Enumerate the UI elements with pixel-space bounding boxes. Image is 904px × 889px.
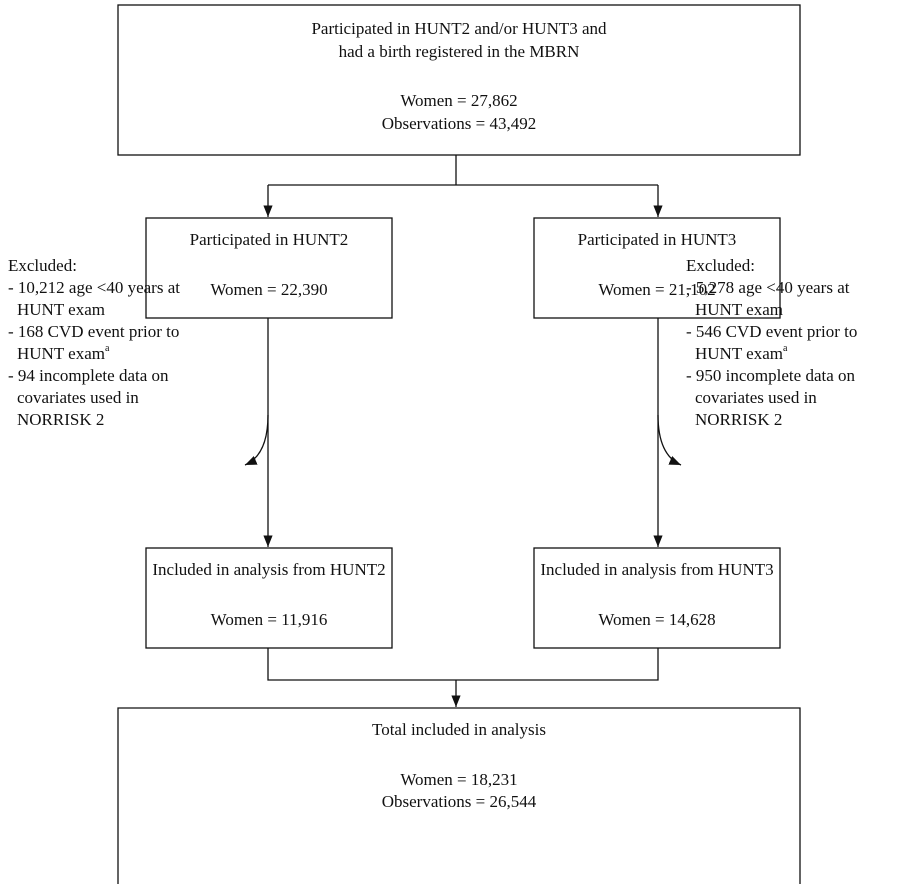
footnote-mark: a <box>105 343 110 354</box>
node-text: Participated in HUNT2 <box>190 230 349 249</box>
node-text: Included in analysis from HUNT2 <box>152 560 385 579</box>
node-text: Women = 18,231 <box>400 770 517 789</box>
exclusion-text: - 950 incomplete data on <box>686 366 856 385</box>
exclusion-text: Excluded: <box>686 256 755 275</box>
exclusion-text: NORRISK 2 <box>17 410 104 429</box>
exclusion-text: HUNT exam <box>695 344 783 363</box>
exclusion-text: covariates used in <box>695 388 817 407</box>
footnote-mark: a <box>783 343 788 354</box>
arrow <box>657 414 682 466</box>
box <box>117 4 801 156</box>
box <box>117 707 801 889</box>
node-text: Women = 21,102 <box>598 280 715 299</box>
connector <box>268 155 658 186</box>
exclusion-text: HUNT exam <box>17 300 105 319</box>
node-text: Women = 11,916 <box>211 610 328 629</box>
box <box>145 217 393 319</box>
node-text: Women = 14,628 <box>598 610 715 629</box>
node-text: Women = 27,862 <box>400 91 517 110</box>
box <box>533 547 781 649</box>
connector <box>267 648 659 681</box>
node-text: Participated in HUNT3 <box>578 230 737 249</box>
exclusion-text: HUNT exam <box>695 300 783 319</box>
node-text: Participated in HUNT2 and/or HUNT3 and <box>311 19 607 38</box>
node-text: Observations = 26,544 <box>382 792 537 811</box>
exclusion-text: HUNT exama <box>17 343 110 363</box>
exclusion-text: - 10,212 age <40 years at <box>8 278 180 297</box>
exclusion-text: Excluded: <box>8 256 77 275</box>
exclusion-text: - 168 CVD event prior to <box>8 322 179 341</box>
node-text: Women = 22,390 <box>210 280 327 299</box>
box <box>145 547 393 649</box>
exclusion-text: - 94 incomplete data on <box>8 366 169 385</box>
exclusion-text: NORRISK 2 <box>695 410 782 429</box>
exclusion-text: covariates used in <box>17 388 139 407</box>
exclusion-text: - 5,278 age <40 years at <box>686 278 850 297</box>
arrow <box>244 414 269 466</box>
exclusion-text: - 546 CVD event prior to <box>686 322 857 341</box>
node-text: Total included in analysis <box>372 720 546 739</box>
exclusion-text: HUNT exam <box>17 344 105 363</box>
node-text: had a birth registered in the MBRN <box>339 42 580 61</box>
node-text: Included in analysis from HUNT3 <box>540 560 773 579</box>
exclusion-text: HUNT exama <box>695 343 788 363</box>
node-text: Observations = 43,492 <box>382 114 537 133</box>
box <box>533 217 781 319</box>
